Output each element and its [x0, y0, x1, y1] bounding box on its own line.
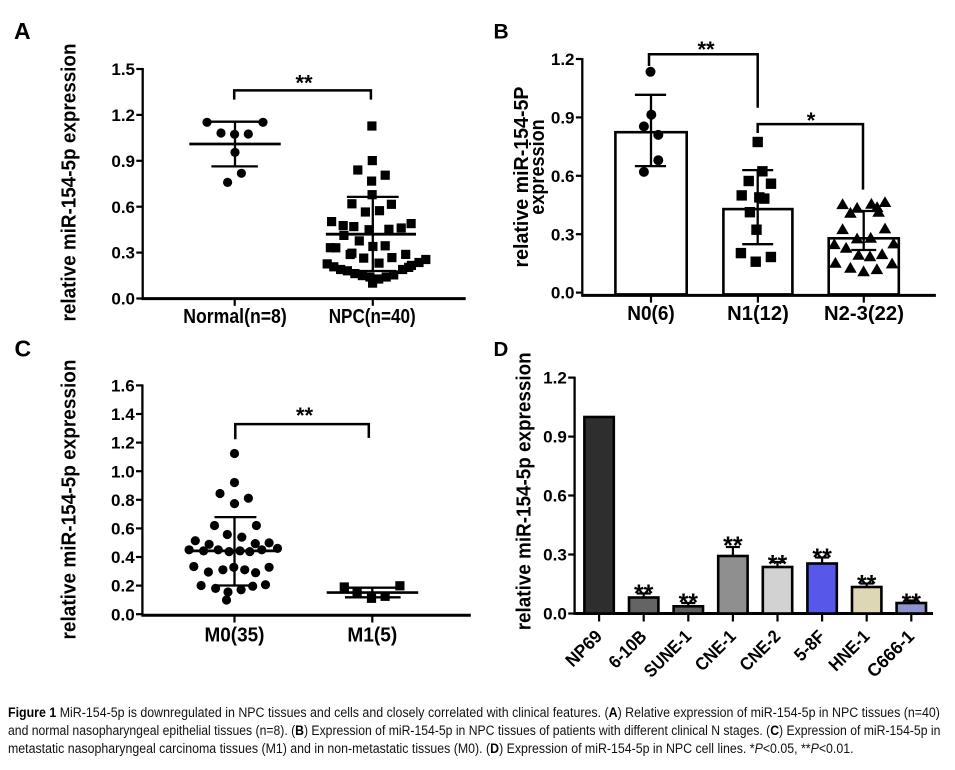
svg-text:M0(35): M0(35) — [205, 625, 265, 647]
svg-text:0.6: 0.6 — [551, 167, 575, 186]
svg-text:N0(6): N0(6) — [627, 303, 675, 325]
svg-text:0.3: 0.3 — [551, 225, 575, 244]
svg-text:**: ** — [634, 580, 654, 608]
svg-text:**: ** — [857, 571, 877, 599]
svg-text:**: ** — [296, 403, 314, 428]
svg-text:**: ** — [679, 589, 699, 617]
svg-text:**: ** — [295, 71, 313, 96]
svg-text:5-8F: 5-8F — [790, 626, 829, 665]
svg-text:1.2: 1.2 — [111, 106, 135, 125]
svg-text:0.0: 0.0 — [551, 284, 575, 303]
svg-text:C: C — [15, 336, 32, 362]
svg-text:0.6: 0.6 — [111, 198, 135, 217]
svg-text:0.9: 0.9 — [543, 428, 567, 447]
svg-text:0.0: 0.0 — [111, 290, 135, 309]
svg-text:1.2: 1.2 — [551, 50, 575, 69]
svg-text:M1(5): M1(5) — [347, 625, 397, 647]
svg-text:CNE-1: CNE-1 — [691, 626, 740, 675]
svg-text:**: ** — [812, 544, 832, 572]
svg-text:N2-3(22): N2-3(22) — [824, 303, 904, 325]
svg-text:1.0: 1.0 — [111, 462, 135, 481]
svg-text:*: * — [807, 108, 816, 133]
svg-text:0.0: 0.0 — [111, 605, 135, 624]
svg-text:1.6: 1.6 — [111, 377, 135, 396]
svg-text:C666-1: C666-1 — [863, 626, 918, 681]
svg-text:SUNE-1: SUNE-1 — [640, 626, 695, 681]
svg-text:expression: expression — [527, 119, 549, 214]
svg-text:0.8: 0.8 — [111, 491, 135, 510]
svg-text:0.9: 0.9 — [111, 152, 135, 171]
svg-text:0.6: 0.6 — [111, 520, 135, 539]
svg-text:0.9: 0.9 — [551, 109, 575, 128]
svg-text:**: ** — [902, 589, 922, 617]
svg-text:D: D — [494, 338, 509, 361]
svg-text:1.5: 1.5 — [111, 60, 135, 79]
svg-text:CNE-2: CNE-2 — [736, 626, 785, 675]
svg-text:1.2: 1.2 — [543, 369, 567, 388]
svg-text:0.0: 0.0 — [543, 605, 567, 624]
svg-text:B: B — [494, 21, 509, 44]
svg-text:0.3: 0.3 — [543, 546, 567, 565]
svg-text:NP69: NP69 — [561, 626, 606, 671]
svg-text:0.3: 0.3 — [111, 244, 135, 263]
svg-text:Normal(n=8): Normal(n=8) — [183, 306, 287, 328]
svg-text:0.4: 0.4 — [111, 548, 135, 567]
svg-text:relative miR-154-5p expression: relative miR-154-5p expression — [59, 360, 81, 640]
svg-text:N1(12): N1(12) — [727, 303, 789, 325]
svg-text:1.2: 1.2 — [111, 434, 135, 453]
svg-text:0.2: 0.2 — [111, 577, 135, 596]
svg-text:relative miR-154-5p expression: relative miR-154-5p expression — [59, 44, 81, 322]
svg-text:**: ** — [697, 37, 715, 62]
svg-text:A: A — [14, 18, 31, 44]
svg-text:relative miR-154-5P: relative miR-154-5P — [511, 87, 533, 268]
svg-text:**: ** — [768, 551, 788, 579]
svg-text:NPC(n=40): NPC(n=40) — [329, 306, 416, 328]
svg-text:**: ** — [723, 532, 743, 560]
svg-text:1.4: 1.4 — [111, 405, 135, 424]
svg-text:relative miR-154-5p expression: relative miR-154-5p expression — [514, 352, 536, 630]
svg-text:0.6: 0.6 — [543, 487, 567, 506]
